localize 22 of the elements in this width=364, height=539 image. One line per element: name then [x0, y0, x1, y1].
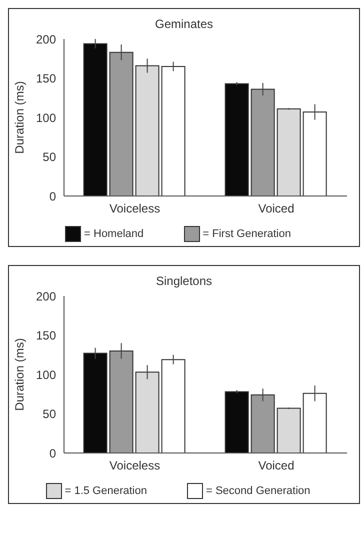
y-tick-label: 150 [36, 72, 56, 86]
legend-label: = Homeland [84, 228, 144, 240]
y-tick-label: 150 [36, 328, 56, 343]
x-tick-label: Voiceless [109, 202, 160, 216]
y-tick-label: 100 [36, 368, 56, 382]
chart-title: Geminates [154, 16, 214, 31]
legend-label: = Second Generation [206, 485, 310, 497]
y-axis-title: Duration (ms) [12, 338, 26, 411]
x-tick-label: Voiced [258, 202, 294, 216]
y-tick-label: 100 [36, 110, 56, 125]
y-tick-label: 0 [49, 189, 56, 204]
x-tick-label: Voiceless [109, 458, 160, 473]
y-axis-title: Duration (ms) [12, 81, 26, 154]
chart-title: Singletons [154, 273, 214, 288]
x-tick-label: Voiced [258, 458, 294, 473]
y-tick-label: 50 [42, 407, 56, 422]
legend-label: = 1.5 Generation [64, 485, 147, 497]
y-tick-label: 50 [42, 150, 56, 164]
legend-label: = First Generation [202, 228, 291, 240]
y-tick-label: 0 [49, 446, 56, 460]
y-tick-label: 200 [36, 289, 56, 304]
y-tick-label: 200 [36, 32, 56, 46]
